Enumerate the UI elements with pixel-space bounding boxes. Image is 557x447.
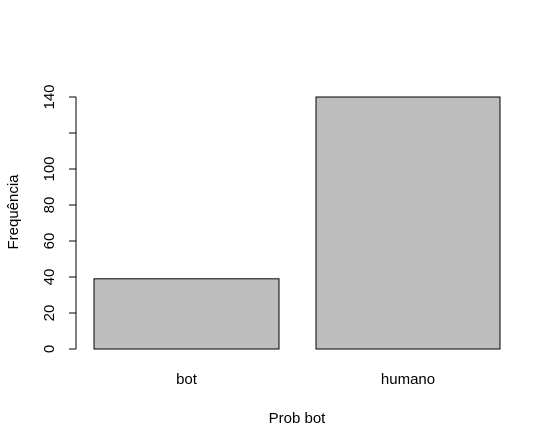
x-tick-label-humano: humano: [381, 371, 435, 388]
y-tick-label: 80: [41, 197, 58, 214]
y-tick-label: 100: [41, 156, 58, 181]
y-tick-label: 140: [41, 84, 58, 109]
y-tick-label: 0: [41, 345, 58, 353]
y-tick-label: 40: [41, 269, 58, 286]
bar-humano: [316, 97, 500, 349]
bar-bot: [94, 279, 279, 349]
x-axis-title: Prob bot: [269, 410, 327, 427]
x-tick-label-bot: bot: [176, 371, 198, 388]
y-tick-label: 20: [41, 305, 58, 322]
y-axis-title: Frequência: [5, 174, 22, 250]
y-tick-label: 60: [41, 233, 58, 250]
